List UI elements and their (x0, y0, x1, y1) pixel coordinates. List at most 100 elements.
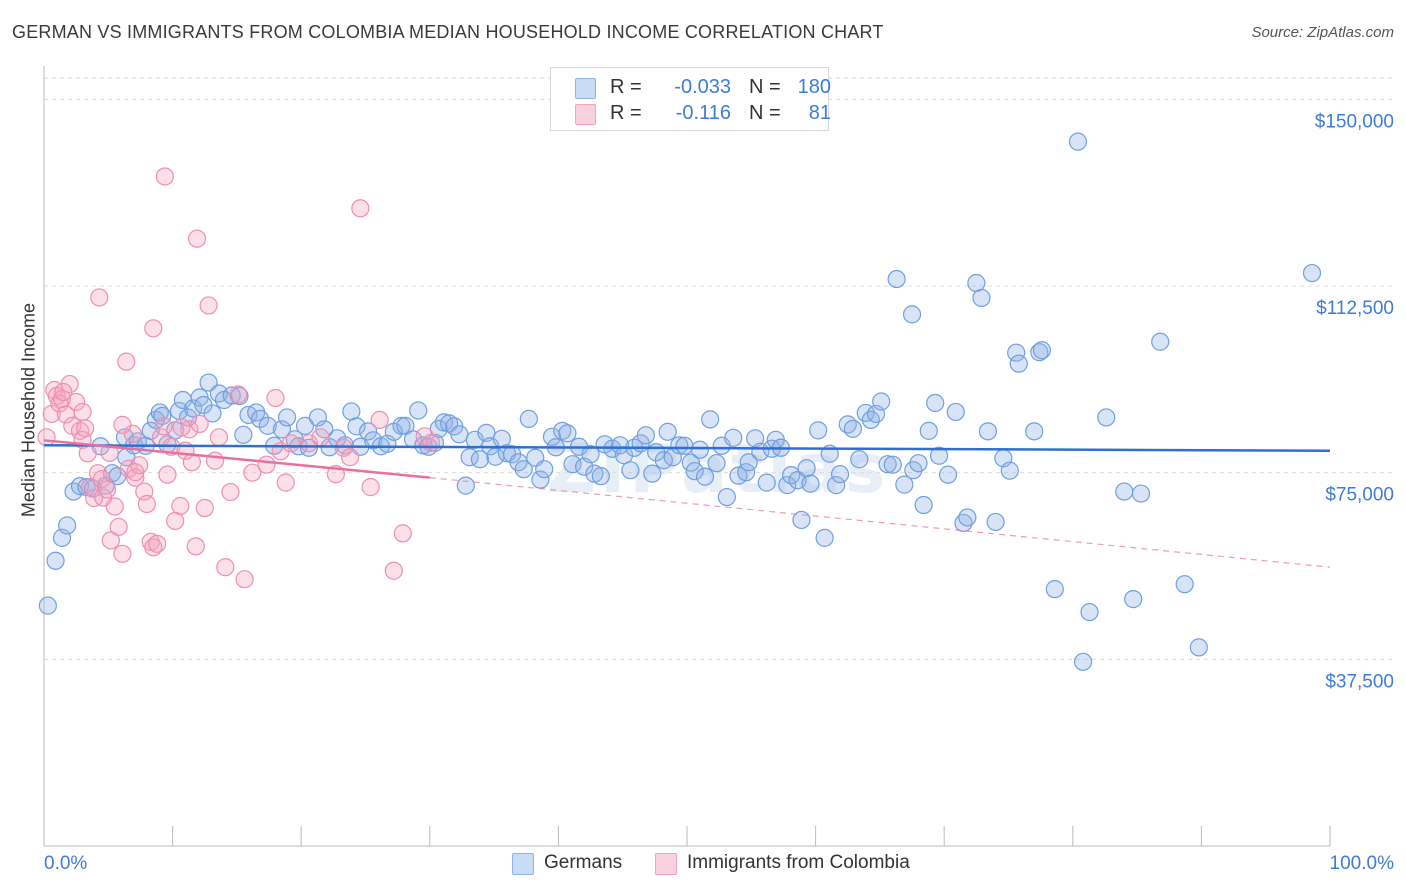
watermark: ZIPatlas (547, 430, 890, 509)
german-point (701, 410, 720, 429)
source-label: Source: ZipAtlas.com (1251, 24, 1394, 41)
german-point (827, 476, 846, 495)
german-point (675, 436, 694, 455)
german-point (514, 460, 533, 479)
german-point (611, 436, 630, 455)
colombia-point (100, 443, 119, 462)
chart-title: GERMAN VS IMMIGRANTS FROM COLOMBIA MEDIA… (12, 22, 884, 42)
german-point (909, 454, 928, 473)
german-point (872, 392, 891, 411)
german-point (150, 403, 169, 422)
german-point (658, 422, 677, 441)
german-point (643, 464, 662, 483)
german-point (1025, 422, 1044, 441)
colombia-point (90, 288, 109, 307)
colombia-point (148, 534, 167, 553)
x-tick-label: 100.0% (1330, 853, 1395, 874)
colombia-point (421, 433, 441, 452)
german-point (409, 401, 428, 420)
legend-n-value: 81 (808, 102, 831, 124)
colombia-point (351, 199, 370, 218)
german-point (801, 474, 820, 493)
german-point (914, 495, 933, 515)
colombia-point (126, 463, 145, 482)
colombia-point (78, 444, 97, 463)
colombia-point (123, 424, 142, 443)
german-point (563, 455, 582, 474)
y-tick-label: $37,500 (1325, 671, 1394, 692)
legend-n-value: 180 (797, 76, 831, 98)
german-point (558, 424, 577, 443)
german-point (1189, 638, 1208, 657)
legend-n-label: N = (749, 76, 781, 98)
colombia-point (209, 428, 228, 447)
german-point (895, 475, 914, 494)
german-point (1124, 590, 1143, 609)
german-point (746, 429, 765, 448)
german-point (850, 450, 869, 469)
colombia-trend-line-dashed (429, 477, 1331, 568)
colombia-point (137, 494, 156, 514)
german-point (938, 465, 958, 484)
colombia-point (155, 167, 174, 186)
colombia-point (205, 451, 225, 470)
colombia-point (281, 434, 301, 453)
german-point (250, 409, 270, 429)
german-point (809, 421, 828, 440)
colombia-point (109, 517, 128, 537)
colombia-point (229, 385, 248, 404)
german-point (797, 459, 816, 478)
german-point (234, 425, 253, 444)
german-point (717, 487, 736, 507)
colombia-point (172, 418, 191, 437)
german-point (1032, 341, 1052, 360)
german-point (1097, 408, 1116, 427)
german-point (695, 467, 715, 486)
colombia-point (154, 417, 173, 436)
german-point (1009, 354, 1028, 373)
colombia-point (186, 537, 205, 556)
german-point (1000, 461, 1019, 480)
german-point (392, 416, 411, 435)
german-point (792, 510, 811, 530)
german-point (883, 455, 902, 474)
german-point (690, 440, 709, 459)
colombia-trend-line (43, 439, 430, 479)
german-point (946, 402, 965, 422)
legend-r-label: R = (610, 76, 642, 98)
colombia-point (117, 352, 136, 371)
colombia-point (199, 296, 218, 315)
colombia-point (216, 558, 235, 577)
legend-n-label: N = (749, 102, 781, 124)
colombia-point (92, 470, 111, 489)
german-point (295, 416, 315, 435)
colombia-point (171, 496, 190, 516)
german-point (986, 512, 1005, 532)
series-swatch-germans (512, 853, 534, 875)
colombia-point (76, 419, 95, 438)
german-point (958, 508, 977, 527)
german-point (861, 410, 880, 430)
german-point (929, 446, 949, 465)
german-point (535, 460, 554, 479)
german-point (778, 476, 797, 495)
colombia-point (370, 410, 389, 430)
german-point (519, 409, 538, 429)
german-point (685, 462, 704, 481)
german-point (926, 393, 945, 413)
german-point (456, 476, 475, 495)
german-point (739, 453, 758, 472)
german-point (621, 461, 640, 480)
german-point (347, 417, 366, 436)
german-point (477, 423, 496, 442)
german-point (299, 438, 319, 457)
colombia-point (235, 570, 254, 589)
y-tick-label: $150,000 (1315, 111, 1394, 132)
colombia-point (158, 465, 177, 484)
german-point (1131, 484, 1151, 503)
german-point (103, 464, 122, 483)
series-swatch-colombia (655, 853, 677, 875)
german-trend-line (43, 444, 1331, 453)
stats-legend: R = -0.033 N = 180 R = -0.116 N = 81 (550, 67, 831, 131)
